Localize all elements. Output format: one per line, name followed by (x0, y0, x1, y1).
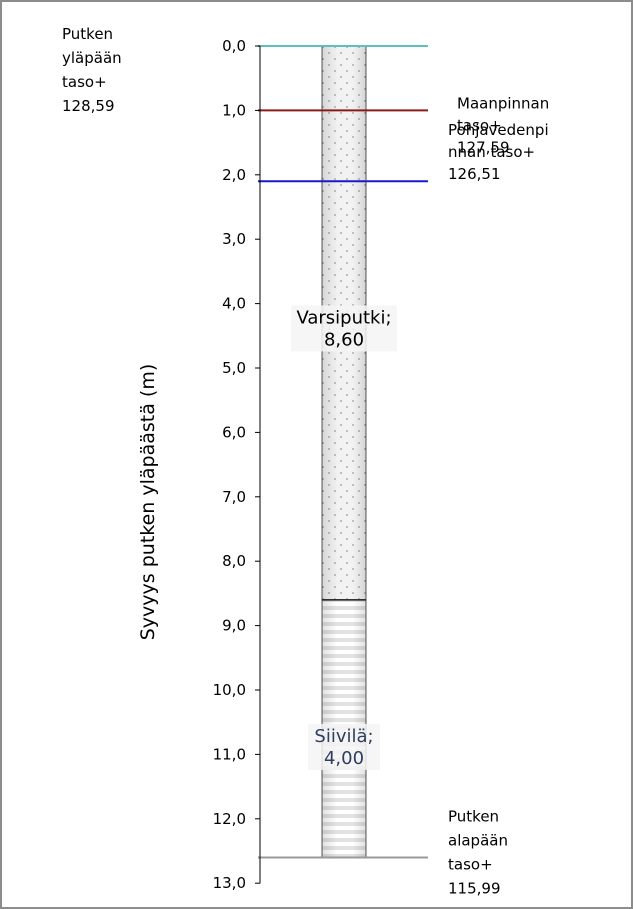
segment-label-varsiputki: Varsiputki; 8,60 (296, 307, 391, 350)
y-axis: 0,0 1,0 2,0 3,0 4,0 5,0 6,0 7,0 8,0 9,0 10,0 11,0 12… (213, 37, 261, 892)
y-tick-label: 3,0 (222, 230, 246, 248)
segment-label-siivilä: Siivilä; 4,00 (314, 726, 373, 769)
y-tick-label: 11,0 (213, 745, 246, 763)
y-tick-label: 9,0 (222, 617, 246, 635)
y-tick-label: 4,0 (222, 295, 246, 313)
bottom-level-label: Putken alapään taso+ 115,99 (448, 807, 508, 897)
segment-label-bg (308, 723, 380, 770)
pipe-segments (321, 45, 367, 858)
y-axis-label: Syvyys putken yläpäästä (m) (137, 364, 159, 641)
y-tick-label: 0,0 (222, 37, 246, 55)
segment-label-bg (291, 305, 397, 352)
y-tick-label: 7,0 (222, 488, 246, 506)
y-tick-label: 8,0 (222, 552, 246, 570)
y-tick-label: 1,0 (222, 101, 246, 119)
y-tick-label: 2,0 (222, 166, 246, 184)
y-tick-label: 5,0 (222, 359, 246, 377)
level-lines (258, 45, 428, 859)
ground-level-label: Maanpinnan taso+ 127,59 (457, 94, 549, 156)
top-level-label: Putken yläpään taso+ 128,59 (62, 25, 122, 115)
groundwater-level-label: Pohjavedenpi nnan taso+ 126,51 (448, 121, 549, 183)
y-tick-label: 10,0 (213, 681, 246, 699)
y-tick-label: 13,0 (213, 874, 246, 892)
y-tick-label: 6,0 (222, 423, 246, 441)
annotations: Putken yläpään taso+ 128,59 Maanpinnan taso+ 1… (62, 25, 549, 897)
y-tick-label: 12,0 (213, 810, 246, 828)
